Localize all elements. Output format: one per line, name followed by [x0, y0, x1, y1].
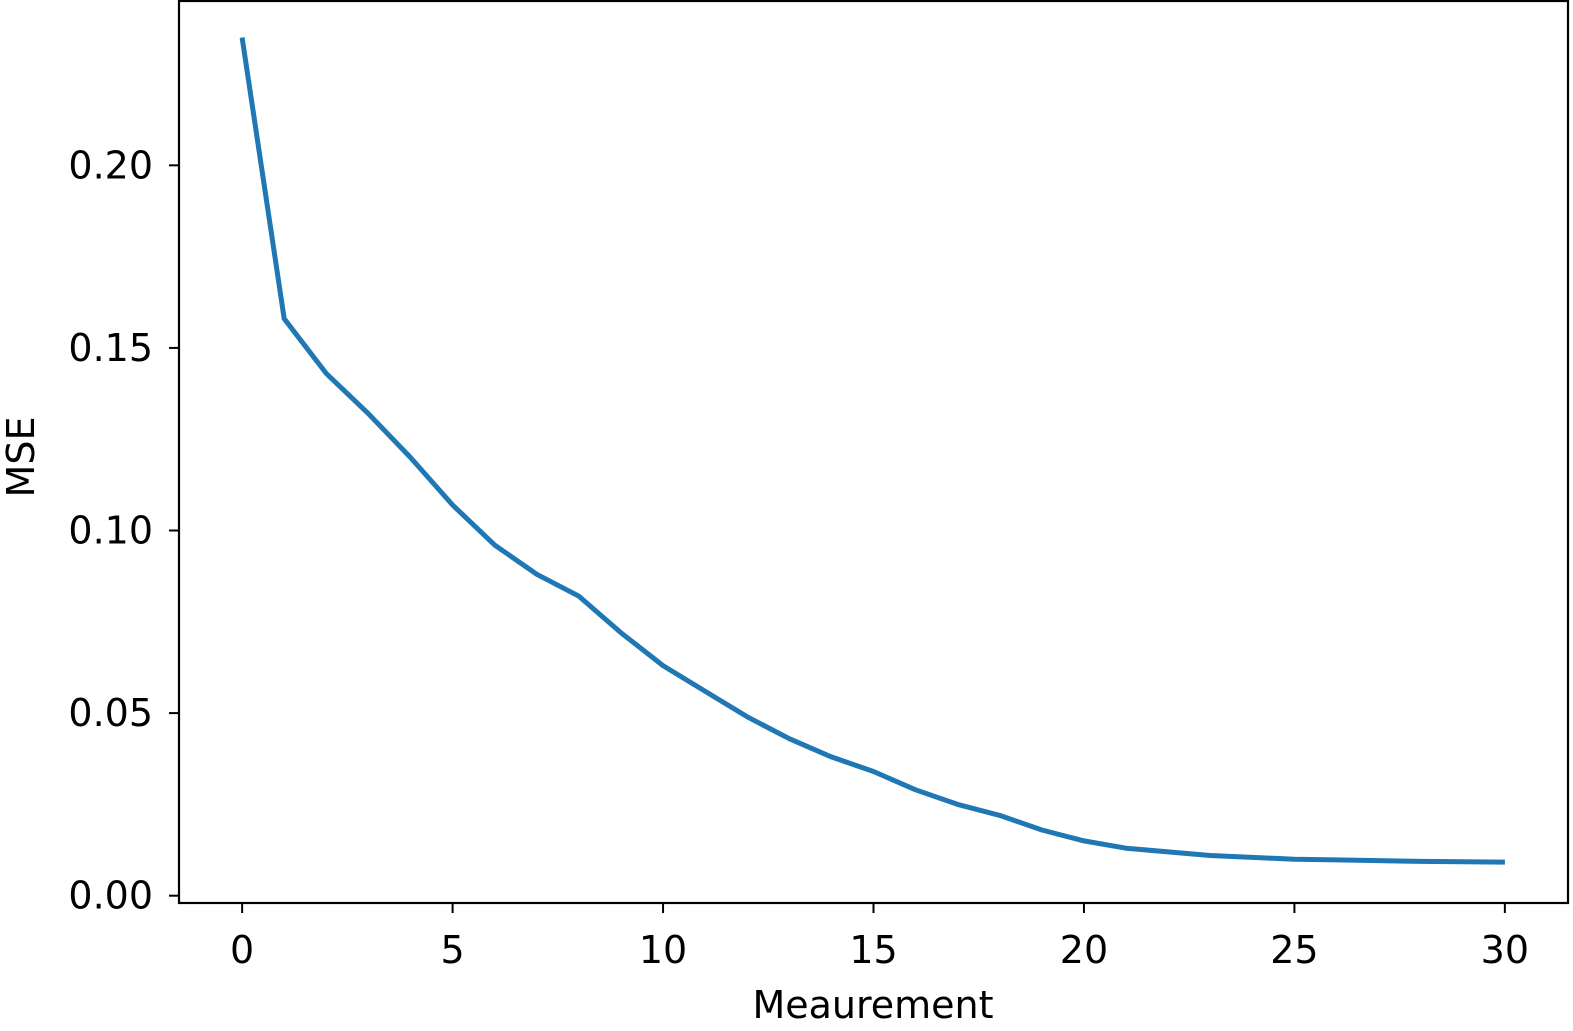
y-axis-ticks: 0.00 0.05 0.10 0.15 0.20 — [68, 143, 179, 918]
y-tick-label: 0.00 — [68, 874, 153, 918]
y-axis-label: MSE — [0, 417, 43, 498]
x-tick-label: 0 — [230, 928, 254, 972]
plot-area — [177, 0, 1570, 905]
x-tick-label: 15 — [849, 928, 897, 972]
y-tick-label: 0.10 — [68, 509, 153, 553]
series-line — [239, 37, 1505, 865]
x-tick-label: 20 — [1060, 928, 1108, 972]
y-tick-label: 0.05 — [68, 691, 153, 735]
x-tick-label: 10 — [639, 928, 687, 972]
x-tick-label: 5 — [440, 928, 464, 972]
y-tick-label: 0.20 — [68, 143, 153, 187]
x-tick-label: 30 — [1481, 928, 1529, 972]
x-axis-label: Meaurement — [752, 983, 993, 1027]
x-tick-label: 25 — [1270, 928, 1318, 972]
y-tick-label: 0.15 — [68, 326, 153, 370]
x-axis-ticks: 0 5 10 15 20 25 30 — [230, 903, 1529, 972]
axes-frame — [177, 0, 1570, 905]
